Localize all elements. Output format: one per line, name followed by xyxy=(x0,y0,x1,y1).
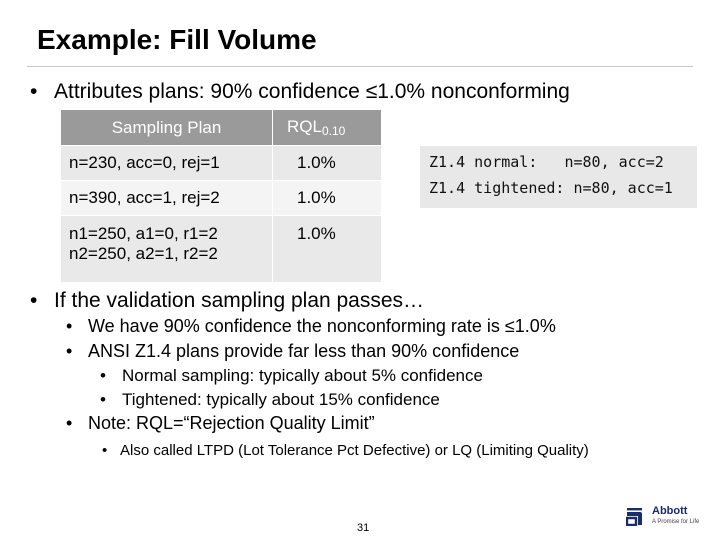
bullet-symbol: • xyxy=(100,390,106,409)
bullet-symbol: • xyxy=(30,80,38,103)
bullet-symbol: • xyxy=(66,316,73,336)
plan-cell: n1=250, a1=0, r1=2 n2=250, a2=1, r2=2 xyxy=(61,216,272,282)
bullet-symbol: • xyxy=(30,289,38,312)
page-number: 31 xyxy=(357,522,370,534)
plan-cell: n=390, acc=1, rej=2 xyxy=(61,181,272,216)
header-rql-subscript: 0.10 xyxy=(321,124,346,138)
rql-cell: 1.0% xyxy=(272,181,381,216)
bullet-symbol: • xyxy=(66,413,73,433)
table-row: n=390, acc=1, rej=2 1.0% xyxy=(61,181,381,216)
bullet-text: Note: RQL=“Rejection Quality Limit” xyxy=(88,413,375,433)
bullet-validation: • If the validation sampling plan passes… xyxy=(30,289,424,313)
z14-plan-box: Z1.4 normal: n=80, acc=2 Z1.4 tightened:… xyxy=(420,146,697,208)
sampling-plan-table: Sampling Plan RQL0.10 n=230, acc=0, rej=… xyxy=(61,110,381,282)
bullet-symbol: • xyxy=(66,341,73,361)
sub-bullet-ansi: • ANSI Z1.4 plans provide far less than 9… xyxy=(66,341,519,362)
z14-tightened-line: Z1.4 tightened: n=80, acc=1 xyxy=(429,179,673,197)
table-row: n=230, acc=0, rej=1 1.0% xyxy=(61,146,381,181)
rql-cell: 1.0% xyxy=(272,146,381,181)
logo-tagline: A Promise for Life xyxy=(652,519,700,525)
sub-bullet-note: • Note: RQL=“Rejection Quality Limit” xyxy=(66,413,375,434)
abbott-logo: Abbott A Promise for Life xyxy=(626,505,706,533)
title-divider xyxy=(27,66,693,67)
bullet-text: We have 90% confidence the nonconforming… xyxy=(88,316,556,336)
bullet-text: Tightened: typically about 15% confidenc… xyxy=(122,390,440,409)
bullet-text: Also called LTPD (Lot Tolerance Pct Defe… xyxy=(120,442,589,459)
bullet-symbol: • xyxy=(100,366,106,385)
plan-cell: n=230, acc=0, rej=1 xyxy=(61,146,272,181)
table-row: n1=250, a1=0, r1=2 n2=250, a2=1, r2=2 1.… xyxy=(61,216,381,282)
abbott-logo-icon xyxy=(626,508,642,526)
bullet-text: If the validation sampling plan passes… xyxy=(54,289,425,312)
plan-line-2: n2=250, a2=1, r2=2 xyxy=(69,244,218,263)
header-rql-label: RQL xyxy=(287,117,322,136)
sub-bullet-confidence: • We have 90% confidence the nonconformin… xyxy=(66,316,556,337)
sub-bullet-tightened: • Tightened: typically about 15% confiden… xyxy=(100,390,440,410)
bullet-symbol: • xyxy=(102,442,108,459)
slide-title: Example: Fill Volume xyxy=(37,24,317,55)
z14-normal-line: Z1.4 normal: n=80, acc=2 xyxy=(429,153,664,171)
bullet-text: Attributes plans: 90% confidence ≤1.0% n… xyxy=(54,80,570,103)
table-header-row: Sampling Plan RQL0.10 xyxy=(61,110,381,146)
sub-bullet-also-called: • Also called LTPD (Lot Tolerance Pct Def… xyxy=(102,442,589,459)
sub-bullet-normal: • Normal sampling: typically about 5% con… xyxy=(100,366,483,386)
header-sampling-plan: Sampling Plan xyxy=(61,110,272,146)
bullet-text: ANSI Z1.4 plans provide far less than 90… xyxy=(88,341,520,361)
plan-line-1: n1=250, a1=0, r1=2 xyxy=(69,224,218,243)
logo-wordmark: Abbott xyxy=(652,505,688,517)
bullet-attributes-plans: • Attributes plans: 90% confidence ≤1.0% … xyxy=(30,80,570,104)
rql-cell: 1.0% xyxy=(272,216,381,282)
bullet-text: Normal sampling: typically about 5% conf… xyxy=(122,366,483,385)
header-rql: RQL0.10 xyxy=(272,110,381,146)
